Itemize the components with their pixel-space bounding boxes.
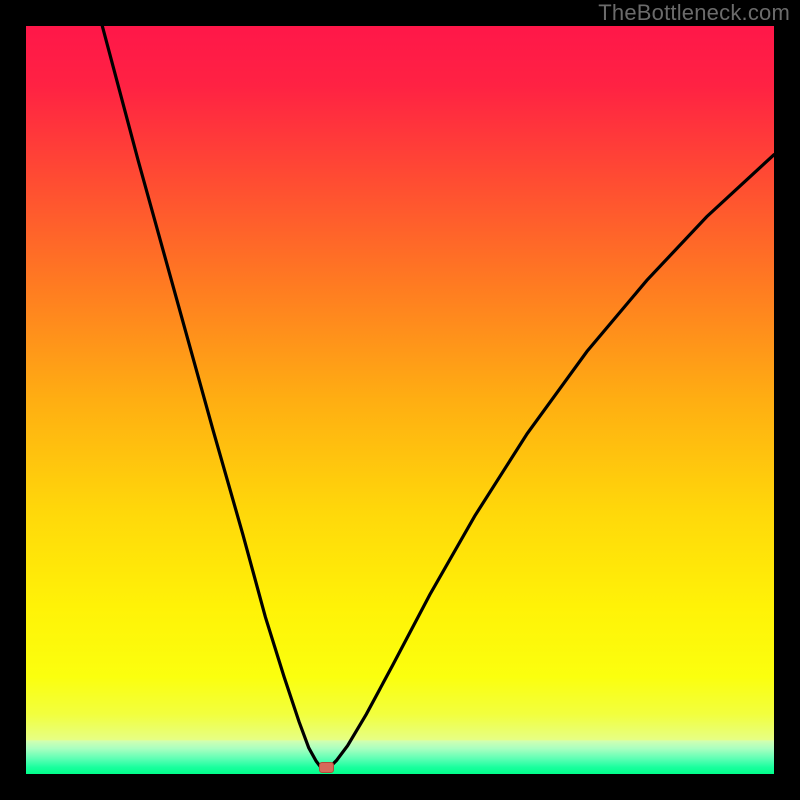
watermark-text: TheBottleneck.com [598,0,790,26]
green-band [26,740,774,774]
gradient-bg [26,26,774,774]
plot-area [26,26,774,774]
gradient-bg-svg [26,26,774,774]
minimum-marker [319,762,334,773]
